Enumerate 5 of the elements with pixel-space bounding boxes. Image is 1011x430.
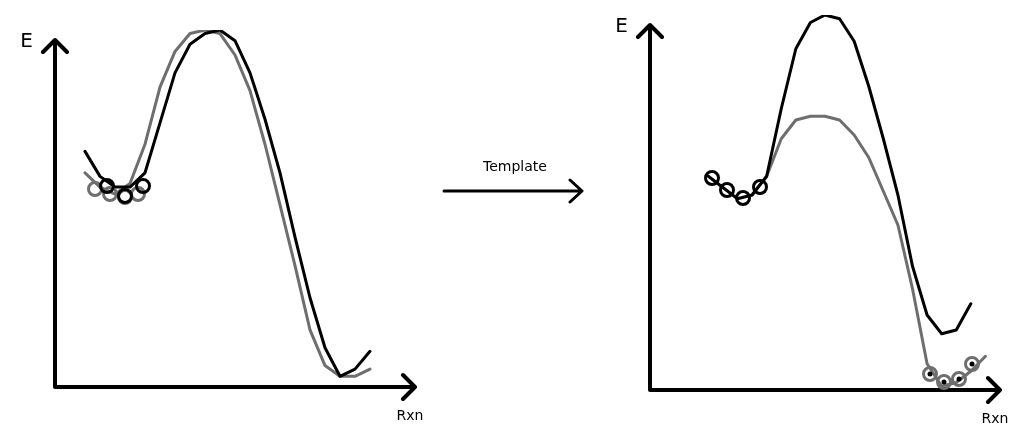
- x-axis-title: Rxn: [981, 409, 1009, 426]
- y-axis-title: E: [615, 13, 628, 38]
- x-axis-title: Rxn: [396, 406, 424, 423]
- y-axis-title: E: [20, 28, 33, 53]
- text: Template: [482, 158, 548, 174]
